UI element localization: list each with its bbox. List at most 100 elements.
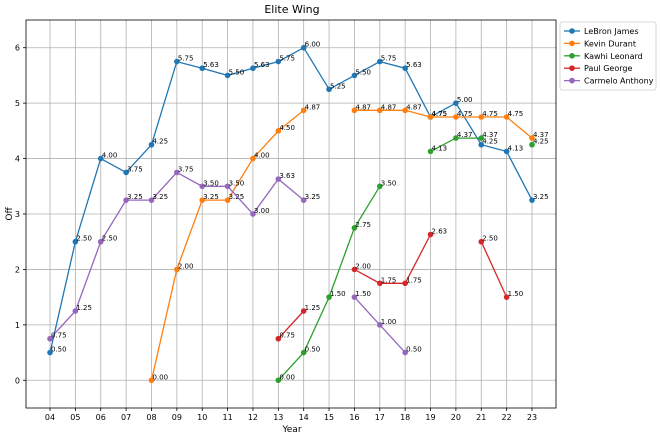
data-point xyxy=(275,128,282,134)
legend-label: Kevin Durant xyxy=(584,39,636,48)
x-axis: 04 05 06 07 08 09 10 11 12 13 14 15 16 17 18 19 20 21 22 23 xyxy=(45,408,537,422)
data-point xyxy=(478,114,485,120)
x-tick-label: 12 xyxy=(248,413,258,422)
data-label: 3.25 xyxy=(229,193,245,201)
data-label: 1.75 xyxy=(406,276,422,284)
legend-marker xyxy=(569,28,575,34)
x-tick-label: 23 xyxy=(527,413,537,422)
x-tick-label: 06 xyxy=(96,413,106,422)
series-group: 0.75 1.25 2.50 3.25 3.25 3.75 3.50 3.50 3.00 3.63… xyxy=(47,165,422,356)
data-point xyxy=(351,107,358,114)
data-point xyxy=(453,100,459,106)
data-label: 4.75 xyxy=(432,110,448,118)
data-label: 4.75 xyxy=(432,110,448,118)
data-point xyxy=(47,335,53,342)
series-group: 0.000.501.502.753.504.134.37 4.374.25 xyxy=(275,131,549,384)
data-point xyxy=(224,197,231,203)
series-line xyxy=(480,241,508,298)
legend-marker xyxy=(569,53,575,59)
data-point xyxy=(453,135,459,141)
data-point xyxy=(72,308,79,314)
data-label: 4.87 xyxy=(406,103,422,111)
data-label: 4.37 xyxy=(457,131,473,139)
x-tick-label: 16 xyxy=(349,413,359,422)
legend: LeBron James Kevin Durant Kawhi Leonard Pau… xyxy=(559,21,657,91)
data-label: 5.63 xyxy=(254,61,270,69)
data-point xyxy=(72,238,79,245)
series-group: 0.00 2.00 3.25 3.25 4.00 4.50 4.87 4.87 4.87 4.87… xyxy=(148,103,549,384)
legend-label: Paul George xyxy=(584,64,632,73)
data-label: 4.00 xyxy=(254,152,270,160)
data-label: 4.25 xyxy=(482,138,498,146)
data-point xyxy=(275,377,282,384)
data-label: 4.00 xyxy=(102,152,118,160)
data-label: 3.00 xyxy=(254,207,270,215)
data-point xyxy=(199,197,206,203)
data-point xyxy=(174,266,180,273)
y-tick-label: 6 xyxy=(15,44,20,53)
data-label: 5.75 xyxy=(178,55,194,63)
data-label: 5.00 xyxy=(457,96,473,104)
data-label: 0.00 xyxy=(152,373,168,381)
data-point xyxy=(275,335,282,342)
data-label: 4.37 xyxy=(533,131,549,139)
data-point xyxy=(478,141,485,148)
data-label: 4.87 xyxy=(381,103,397,111)
data-point xyxy=(300,107,307,114)
data-point xyxy=(123,197,129,203)
legend-label: Kawhi Leonard xyxy=(584,52,643,61)
legend-marker xyxy=(569,40,575,47)
data-label: 4.13 xyxy=(508,144,524,152)
y-tick-label: 0 xyxy=(15,376,20,385)
data-label: 1.75 xyxy=(381,276,397,284)
data-label: 1.50 xyxy=(330,290,346,298)
legend-marker xyxy=(569,65,575,71)
legend-label: LeBron James xyxy=(584,27,639,36)
data-label: 3.25 xyxy=(152,193,168,201)
data-label: 3.25 xyxy=(305,193,321,201)
y-tick-label: 3 xyxy=(15,210,20,219)
x-tick-label: 09 xyxy=(172,413,182,422)
data-label: 3.75 xyxy=(127,165,143,173)
data-point xyxy=(224,183,231,190)
data-label: 4.87 xyxy=(355,103,371,111)
data-point xyxy=(351,294,358,300)
data-label: 0.75 xyxy=(51,332,67,340)
chart-title: Elite Wing xyxy=(264,3,319,16)
data-point xyxy=(529,197,535,203)
data-label: 6.00 xyxy=(305,41,321,49)
y-tick-label: 1 xyxy=(15,321,20,330)
data-label: 2.50 xyxy=(102,235,118,243)
y-tick-label: 2 xyxy=(15,265,20,274)
data-point xyxy=(503,114,510,120)
data-point xyxy=(300,308,307,314)
data-label: 2.63 xyxy=(432,228,448,236)
data-point xyxy=(453,114,459,120)
y-axis: 0 1 2 3 4 5 6 xyxy=(15,44,26,385)
data-label: 4.25 xyxy=(533,138,549,146)
data-label: 5.75 xyxy=(381,55,397,63)
data-point xyxy=(402,107,408,114)
data-label: 4.25 xyxy=(152,138,168,146)
data-label: 5.63 xyxy=(203,61,219,69)
series-line xyxy=(354,109,533,139)
data-label: 1.50 xyxy=(508,290,524,298)
data-label: 5.50 xyxy=(355,68,371,76)
data-point xyxy=(376,58,383,65)
data-point xyxy=(174,169,180,176)
data-point xyxy=(199,65,206,72)
data-point xyxy=(148,197,155,203)
data-label: 4.87 xyxy=(305,103,321,111)
data-point xyxy=(250,211,256,217)
data-point xyxy=(300,197,307,203)
data-point xyxy=(402,349,408,356)
legend-box xyxy=(559,21,657,91)
x-tick-label: 11 xyxy=(222,413,232,422)
x-tick-label: 10 xyxy=(197,413,207,422)
x-tick-label: 19 xyxy=(425,413,435,422)
data-point xyxy=(351,266,358,273)
data-label: 0.50 xyxy=(51,346,67,354)
x-tick-label: 05 xyxy=(70,413,80,422)
data-point xyxy=(376,280,383,287)
data-label: 3.63 xyxy=(279,172,295,180)
